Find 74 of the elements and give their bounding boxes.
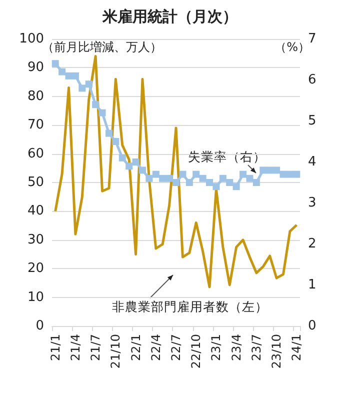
chart-title: 米雇用統計（月次） (102, 8, 238, 26)
point (192, 170, 200, 178)
point (98, 109, 106, 116)
y2-tick-label: 0 (308, 318, 316, 334)
point (252, 179, 260, 186)
point (172, 179, 180, 186)
y2-tick-label: 5 (308, 114, 316, 128)
point (118, 154, 126, 162)
point (286, 170, 294, 178)
point (152, 170, 160, 178)
point (260, 166, 267, 174)
x-tick-label: 22/10 (189, 334, 204, 369)
point (212, 183, 220, 190)
point (138, 166, 146, 174)
y-tick-label: 50 (27, 175, 44, 190)
line-series (54, 54, 298, 288)
y-tick-label: 80 (27, 88, 44, 104)
point (232, 183, 240, 190)
point (146, 174, 153, 182)
x-tick-label: 21/1 (48, 334, 62, 361)
x-tick-label: 21/4 (68, 334, 82, 361)
y2-tick-label: 6 (308, 72, 316, 88)
point (65, 72, 72, 80)
x-tick-label: 23/7 (249, 334, 264, 361)
point (166, 174, 173, 182)
point (52, 60, 59, 68)
point (132, 158, 140, 166)
point (206, 179, 214, 186)
x-tick-label: 21/7 (88, 334, 103, 361)
point (219, 174, 226, 182)
point (85, 80, 92, 88)
point (126, 162, 133, 170)
y-tick-label: 70 (27, 118, 44, 133)
point (72, 72, 79, 80)
y-tick-label: 30 (27, 232, 44, 248)
point (280, 170, 287, 178)
point (58, 68, 66, 76)
y-tick-label: 0 (36, 318, 44, 334)
point (226, 179, 234, 186)
x-tick-label: 24/1 (290, 334, 304, 361)
y2-tick-label: 7 (308, 32, 316, 46)
x-tick-label: 21/10 (108, 334, 123, 369)
x-tick-label: 23/10 (270, 334, 284, 369)
y2-tick-label: 3 (308, 196, 316, 210)
point (266, 166, 274, 174)
y2-tick-label: 2 (308, 236, 316, 252)
y2-tick-label: 4 (308, 154, 316, 170)
y-tick-label: 60 (27, 146, 44, 162)
x-tick-label: 23/4 (229, 334, 244, 361)
point (199, 174, 206, 182)
point (112, 138, 120, 145)
x-tick-label: 23/1 (209, 334, 224, 361)
x-tick-label: 22/7 (169, 334, 183, 361)
y-tick-label: 100 (19, 32, 44, 46)
y-tick-label: 40 (27, 204, 44, 219)
point (273, 166, 280, 174)
point (293, 170, 300, 178)
point (105, 130, 112, 137)
y-axis-title: （前月比増減、万人） (42, 40, 162, 54)
point (78, 84, 86, 92)
point (159, 174, 166, 182)
y-tick-label: 20 (27, 261, 44, 276)
y-tick-label: 90 (27, 60, 44, 76)
point (246, 174, 254, 182)
series-label: 非農業部門雇用者数（左） (112, 299, 268, 314)
y2-tick-label: 1 (308, 278, 316, 292)
y2-axis-title: （%） (274, 40, 310, 54)
point (179, 170, 186, 178)
y-tick-label: 10 (27, 290, 44, 305)
point (92, 101, 100, 108)
x-tick-label: 22/1 (128, 334, 143, 361)
x-tick-label: 22/4 (148, 334, 163, 361)
point (186, 179, 193, 186)
point (240, 170, 247, 178)
